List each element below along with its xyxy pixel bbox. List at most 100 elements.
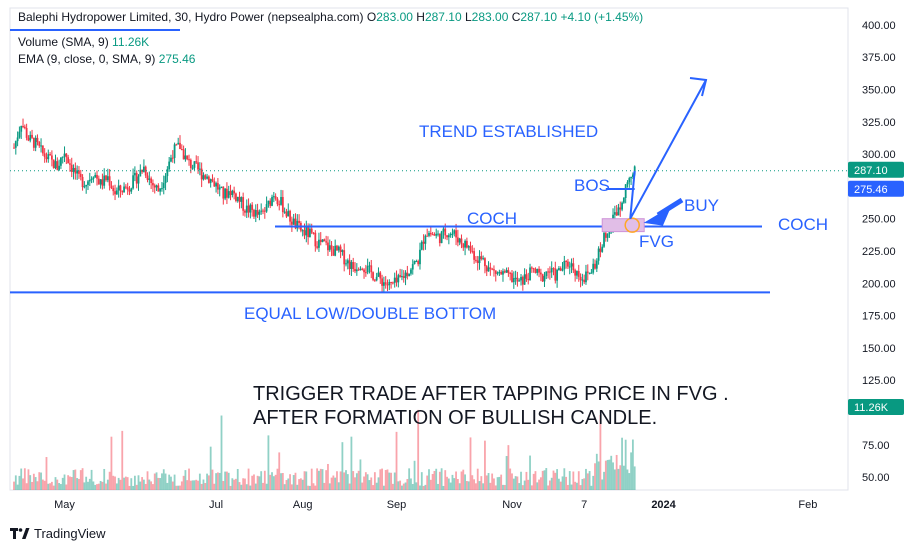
candle-body <box>525 274 528 279</box>
volume-legend[interactable]: Volume (SMA, 9) 11.26K <box>18 35 149 49</box>
candle-body <box>395 277 398 283</box>
candle-body <box>601 246 604 252</box>
candle-body <box>438 233 441 244</box>
volume-bar <box>245 484 248 490</box>
close-label: C <box>511 10 521 24</box>
volume-bar <box>301 479 304 490</box>
symbol-name[interactable]: Balephi Hydropower Limited <box>18 10 169 24</box>
candle-body <box>465 240 468 248</box>
volume-bar <box>426 475 429 490</box>
candle-body <box>541 274 544 282</box>
volume-bar <box>213 483 216 490</box>
volume-bar <box>438 471 441 490</box>
volume-bar <box>32 473 35 490</box>
volume-bar <box>321 469 324 490</box>
price-badge[interactable] <box>848 180 904 197</box>
candle-body <box>105 175 107 181</box>
candle-body <box>128 189 131 192</box>
volume-bar <box>419 485 421 490</box>
candle-body <box>50 155 53 160</box>
time-tick-label: 7 <box>581 499 587 511</box>
volume-bar <box>539 477 542 490</box>
volume-bar <box>357 470 360 490</box>
volume-bar <box>166 482 169 490</box>
candle-body <box>507 270 510 274</box>
candle-body <box>379 272 382 279</box>
candle-body <box>372 272 374 280</box>
volume-bar <box>484 440 486 490</box>
candle-body <box>397 275 400 283</box>
candle-body <box>341 250 344 252</box>
candle-body <box>624 184 627 198</box>
volume-bar <box>559 481 562 490</box>
close-value: 287.10 <box>520 10 558 24</box>
volume-bar <box>550 477 553 490</box>
volume-bar <box>56 479 59 490</box>
candle-body <box>245 205 248 213</box>
candle-body <box>148 178 151 180</box>
volume-bar <box>498 476 501 490</box>
volume-badge[interactable] <box>848 399 904 415</box>
volume-bar <box>31 481 33 490</box>
candle-body <box>503 271 506 273</box>
volume-bar <box>496 477 499 490</box>
axes: 400.00 375.00 350.00 325.00 300.00 250.00 225.… <box>54 20 904 511</box>
candle-body <box>132 175 134 189</box>
candle-body <box>283 211 286 213</box>
candle-body <box>97 178 100 185</box>
volume-bar <box>375 482 378 490</box>
price-badge[interactable] <box>848 161 904 178</box>
candle-body <box>276 198 279 205</box>
candle-body <box>603 232 605 247</box>
candle-body <box>462 243 465 248</box>
volume-bar <box>153 473 156 490</box>
volume-bar <box>271 472 273 490</box>
candle-body <box>220 186 223 188</box>
candle-body <box>236 196 239 201</box>
candle-body <box>251 204 254 210</box>
candle-body <box>346 260 349 264</box>
volume-bar <box>87 481 89 490</box>
ema-legend[interactable]: EMA (9, close, 0, SMA, 9) 275.46 <box>18 52 195 66</box>
candle-body <box>265 204 268 212</box>
candle-body <box>447 235 450 238</box>
candle-body <box>417 261 420 265</box>
candle-body <box>70 164 73 172</box>
volume-bar <box>260 471 263 490</box>
volume-bar <box>242 478 245 490</box>
volume-bar <box>536 482 539 490</box>
candle-body <box>539 272 542 275</box>
symbol-header[interactable]: Balephi Hydropower Limited, 30, Hydro Po… <box>18 10 644 24</box>
candle-body <box>271 196 273 206</box>
candle-body <box>597 248 600 261</box>
candle-body <box>58 165 61 170</box>
volume-bar <box>143 479 145 490</box>
volume-bar <box>415 482 418 490</box>
volume-bar <box>397 481 400 490</box>
tradingview-brand[interactable]: TradingView <box>10 526 106 541</box>
volume-bar <box>179 485 181 490</box>
candle-body <box>419 249 421 265</box>
candle-body <box>301 230 304 232</box>
candle-body <box>209 179 212 183</box>
candle-body <box>393 277 396 283</box>
candle-body <box>464 240 466 248</box>
volume-bar <box>325 470 328 490</box>
volume-bar <box>390 472 393 490</box>
candle-body <box>604 232 607 238</box>
volume-bar <box>314 485 317 490</box>
candle-body <box>202 175 205 180</box>
volume-bar <box>502 484 504 490</box>
candle-body <box>426 235 429 237</box>
volume-bar <box>384 470 387 490</box>
candle-body <box>377 272 380 277</box>
candle-body <box>428 232 430 236</box>
volume-bar <box>79 470 82 490</box>
volume-value: 11.26K <box>112 35 150 49</box>
candle-body <box>621 202 623 210</box>
volume-bar <box>206 473 208 490</box>
candle-body <box>152 182 154 186</box>
candle-body <box>309 228 311 238</box>
candle-body <box>218 187 221 190</box>
